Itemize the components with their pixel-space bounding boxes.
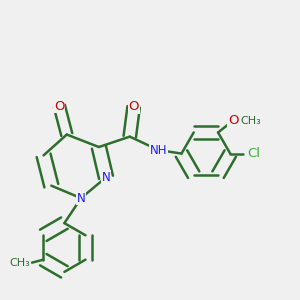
Text: NH: NH [150,143,167,157]
Text: CH₃: CH₃ [240,116,261,126]
Text: O: O [228,114,238,127]
Text: CH₃: CH₃ [10,258,31,268]
Text: N: N [102,171,110,184]
Text: Cl: Cl [248,147,260,160]
Text: O: O [54,100,64,112]
Text: N: N [77,192,85,205]
Text: O: O [128,100,139,113]
